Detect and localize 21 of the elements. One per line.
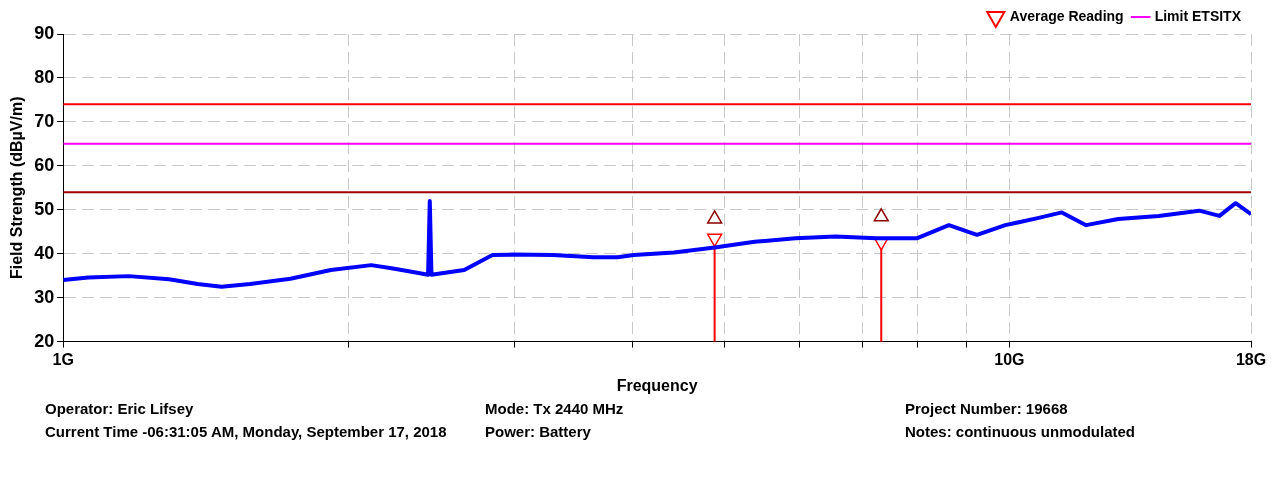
text: Project Number: 19668 bbox=[905, 400, 1069, 417]
text: Mode: Tx 2440 MHz bbox=[485, 400, 625, 417]
legend-label: Limit ETSITX bbox=[1154, 7, 1242, 24]
y-tick-label: 50 bbox=[34, 198, 55, 219]
legend-label: Average Reading bbox=[1009, 7, 1124, 24]
y-tick-label: 80 bbox=[34, 66, 55, 87]
x-tick-label: 10G bbox=[994, 350, 1025, 368]
text: Power: Battery bbox=[485, 423, 592, 440]
y-tick-label: 40 bbox=[34, 242, 55, 263]
x-axis-title: Frequency bbox=[616, 376, 698, 394]
text: Current Time -06:31:05 AM, Monday, September 17, 2018 bbox=[45, 423, 448, 440]
x-tick-label: 18G bbox=[1235, 350, 1267, 368]
y-tick-label: 30 bbox=[34, 286, 55, 307]
y-tick-label: 20 bbox=[34, 330, 55, 351]
text: Operator: Eric Lifsey bbox=[45, 400, 195, 417]
y-tick-label: 60 bbox=[34, 154, 55, 175]
y-tick-label: 70 bbox=[34, 110, 55, 131]
y-tick-label: 90 bbox=[34, 22, 55, 43]
text: Notes: continuous unmodulated bbox=[905, 423, 1136, 440]
y-axis-title: Field Strength (dBµV/m) bbox=[8, 96, 26, 280]
x-tick-label: 1G bbox=[52, 350, 74, 368]
